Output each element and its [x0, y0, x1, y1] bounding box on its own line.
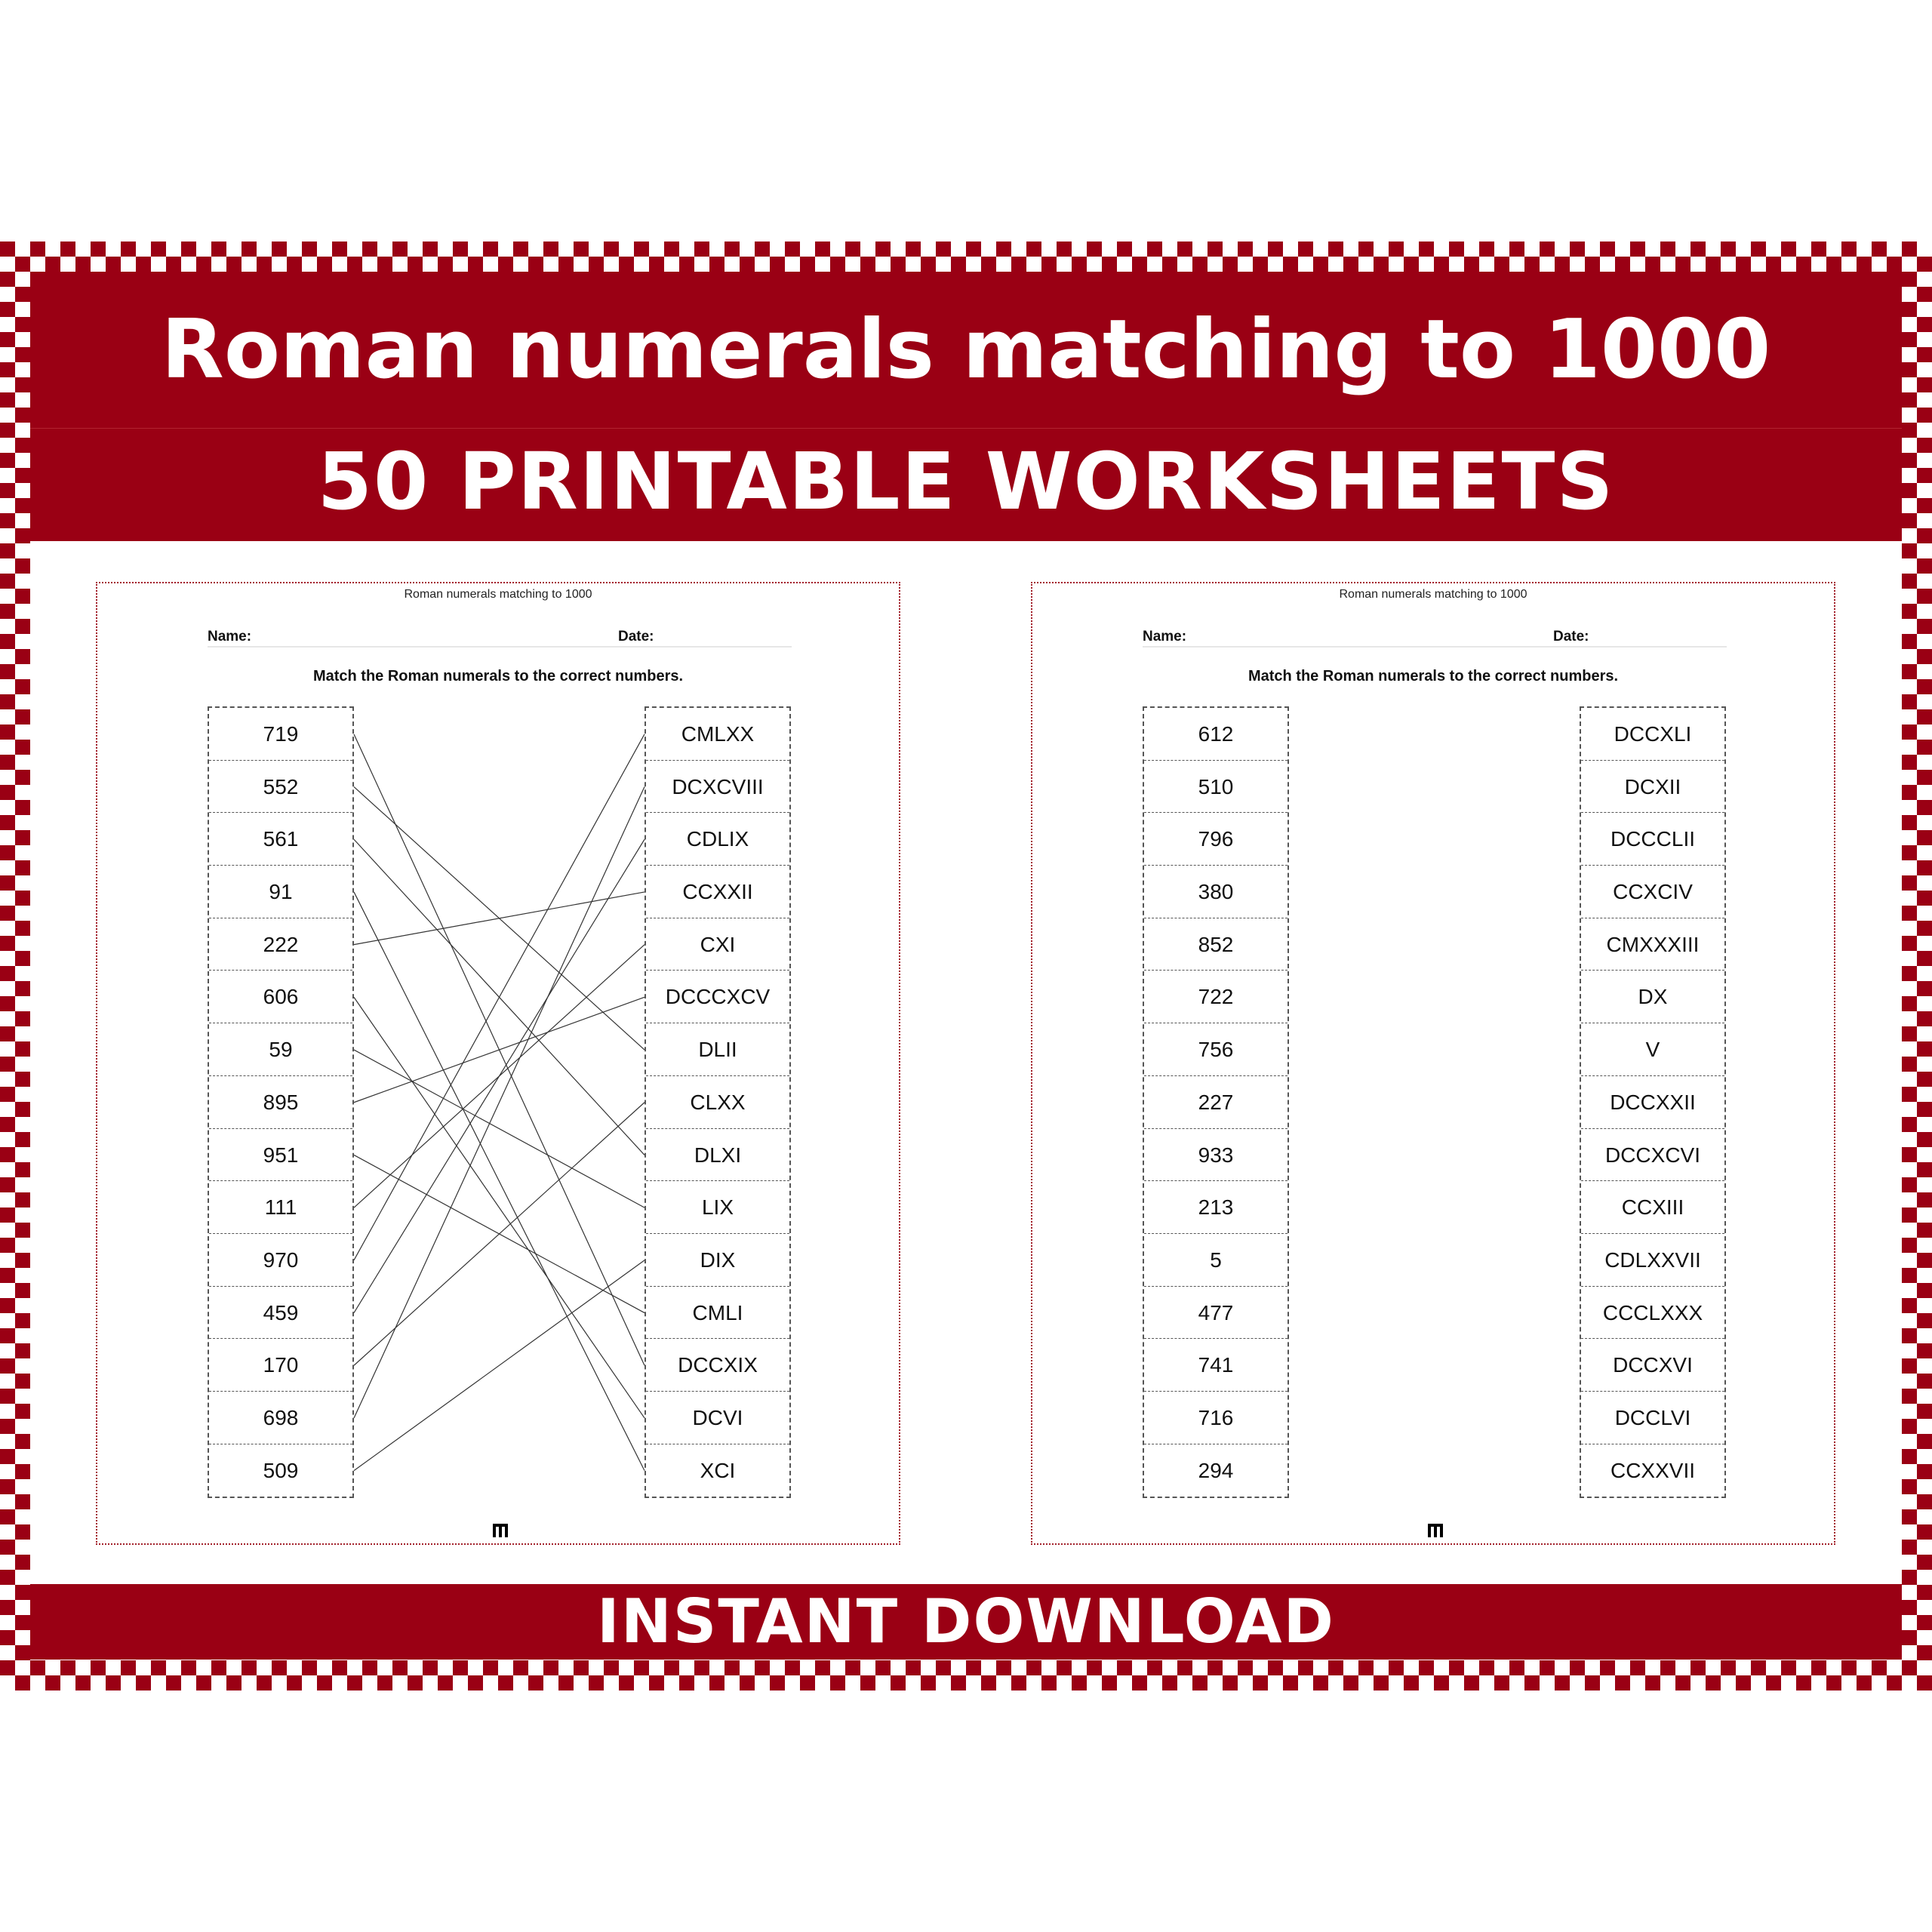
answer-line	[353, 1154, 645, 1314]
numeral-cell: DCCXIX	[646, 1339, 789, 1392]
answer-line	[353, 838, 645, 1313]
numeral-cell: DCCCXCV	[646, 971, 789, 1024]
numeral-cell: DCCLVI	[1581, 1392, 1724, 1444]
numeral-cell: DCCXXII	[1581, 1076, 1724, 1129]
banner-footer: INSTANT DOWNLOAD	[30, 1584, 1902, 1660]
answer-line	[353, 734, 645, 1261]
number-cell: 294	[1198, 1458, 1234, 1482]
numerals-column: DCCXLI DCXII DCCCLII CCXCIV CMXXXIII DX V DCCXX…	[1580, 706, 1726, 1499]
number-cell: 459	[209, 1287, 352, 1340]
logo-glyph-icon	[493, 1524, 508, 1537]
numeral-cell: CCXXVII	[1610, 1458, 1696, 1482]
worksheet-title: Roman numerals matching to 1000	[1339, 588, 1527, 601]
date-label: Date:	[618, 629, 654, 645]
answer-line	[353, 734, 645, 1366]
numeral-cell: DCCCLII	[1581, 813, 1724, 866]
worksheet-title: Roman numerals matching to 1000	[404, 588, 592, 601]
numeral-cell: CCCLXXX	[1581, 1287, 1724, 1340]
number-cell: 380	[1144, 866, 1287, 918]
numeral-cell: XCI	[700, 1458, 736, 1482]
logo-glyph-icon	[1428, 1524, 1443, 1537]
numeral-cell: DIX	[646, 1234, 789, 1287]
number-cell: 951	[209, 1129, 352, 1182]
numeral-cell: DCXII	[1581, 761, 1724, 814]
answer-line	[353, 838, 645, 1155]
number-cell: 606	[209, 971, 352, 1024]
numbers-column: 719 552 561 91 222 606 59 895 951 111 970 459 170 698…	[208, 706, 354, 1499]
numeral-cell: V	[1581, 1023, 1724, 1076]
answer-line	[353, 997, 645, 1419]
numeral-cell: CCXIII	[1581, 1181, 1724, 1234]
answer-line	[353, 1049, 645, 1208]
number-cell: 170	[209, 1339, 352, 1392]
answer-line	[353, 891, 645, 946]
number-cell: 612	[1144, 708, 1287, 761]
banner-title: Roman numerals matching to 1000	[30, 272, 1902, 429]
numeral-cell: CLXX	[646, 1076, 789, 1129]
answer-line	[353, 944, 645, 1208]
number-cell: 741	[1144, 1339, 1287, 1392]
number-cell: 213	[1144, 1181, 1287, 1234]
number-cell: 477	[1144, 1287, 1287, 1340]
number-cell: 227	[1144, 1076, 1287, 1129]
number-cell: 509	[263, 1458, 299, 1482]
numeral-cell: DCCXVI	[1581, 1339, 1724, 1392]
number-cell: 222	[209, 918, 352, 971]
numeral-cell: CMLXX	[646, 708, 789, 761]
worksheet-preview-2: Roman numerals matching to 1000 Name: Date…	[1031, 582, 1835, 1545]
name-label: Name:	[208, 629, 252, 645]
answer-line	[353, 786, 645, 1051]
numeral-cell: DCCXCVI	[1581, 1129, 1724, 1182]
answer-line	[353, 786, 645, 1419]
number-cell: 719	[209, 708, 352, 761]
number-cell: 561	[209, 813, 352, 866]
number-cell: 5	[1144, 1234, 1287, 1287]
instruction-text: Match the Roman numerals to the correct …	[1247, 668, 1619, 685]
number-cell: 91	[209, 866, 352, 918]
numeral-cell: DCVI	[646, 1392, 789, 1444]
number-cell: 970	[209, 1234, 352, 1287]
name-label: Name:	[1143, 629, 1187, 645]
numeral-cell: CCXCIV	[1581, 866, 1724, 918]
numeral-cell: DLII	[646, 1023, 789, 1076]
number-cell: 59	[209, 1023, 352, 1076]
numeral-cell: DCXCVIII	[646, 761, 789, 814]
number-cell: 796	[1144, 813, 1287, 866]
number-cell: 756	[1144, 1023, 1287, 1076]
banner-subtitle: 50 PRINTABLE WORKSHEETS	[30, 429, 1902, 541]
numeral-cell: CCXXII	[646, 866, 789, 918]
name-date-underline	[208, 646, 792, 648]
numeral-cell: DCCXLI	[1581, 708, 1724, 761]
number-cell: 698	[209, 1392, 352, 1444]
numerals-column: CMLXX DCXCVIII CDLIX CCXXII CXI DCCCXCV DLII CL…	[645, 706, 791, 1499]
name-date-underline	[1143, 646, 1727, 648]
instruction-text: Match the Roman numerals to the correct …	[312, 668, 684, 685]
numeral-cell: CDLXXVII	[1581, 1234, 1724, 1287]
answer-line	[353, 996, 645, 1103]
numeral-cell: LIX	[646, 1181, 789, 1234]
date-label: Date:	[1553, 629, 1589, 645]
numbers-column: 612 510 796 380 852 722 756 227 933 213 5 477 741 716…	[1143, 706, 1289, 1499]
answer-line	[353, 1260, 645, 1472]
worksheet-preview-1: Roman numerals matching to 1000 Name: Date…	[96, 582, 900, 1545]
numeral-cell: DX	[1581, 971, 1724, 1024]
number-cell: 552	[209, 761, 352, 814]
numeral-cell: CMXXXIII	[1581, 918, 1724, 971]
number-cell: 716	[1144, 1392, 1287, 1444]
number-cell: 111	[209, 1181, 352, 1234]
number-cell: 852	[1144, 918, 1287, 971]
answer-line	[353, 891, 645, 1471]
numeral-cell: DLXI	[646, 1129, 789, 1182]
answer-line	[353, 1102, 645, 1366]
number-cell: 933	[1144, 1129, 1287, 1182]
number-cell: 895	[209, 1076, 352, 1129]
numeral-cell: CXI	[646, 918, 789, 971]
numeral-cell: CMLI	[646, 1287, 789, 1340]
numeral-cell: CDLIX	[646, 813, 789, 866]
number-cell: 722	[1144, 971, 1287, 1024]
number-cell: 510	[1144, 761, 1287, 814]
